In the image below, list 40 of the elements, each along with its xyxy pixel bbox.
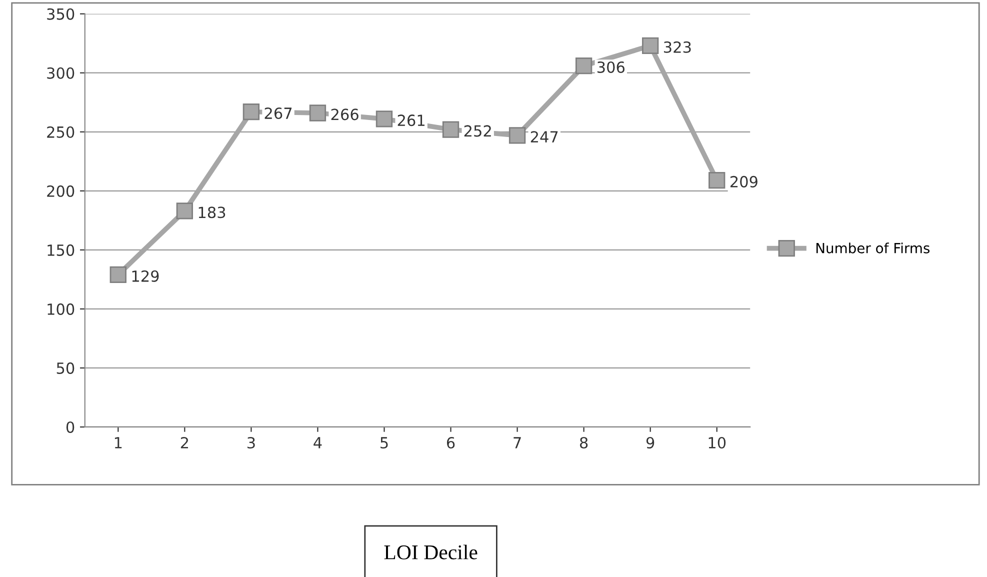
- point: [442, 121, 460, 138]
- data-label: 252: [464, 125, 491, 137]
- point: [508, 127, 526, 144]
- y-tick-label: 0: [66, 421, 74, 433]
- point: [309, 104, 326, 122]
- x-tick-label: 2: [180, 436, 188, 448]
- y-tick-label: 350: [47, 8, 74, 20]
- y-tick-label: 250: [47, 126, 74, 138]
- y-tick-label: 50: [56, 362, 74, 374]
- point: [376, 110, 393, 128]
- point: [708, 172, 726, 189]
- x-tick-label: 5: [380, 437, 388, 449]
- x-tick-label: 4: [314, 437, 322, 448]
- legend-label: Number of Firms: [816, 242, 930, 254]
- x-tick-label: 10: [708, 436, 726, 449]
- x-tick-label: 3: [247, 436, 255, 449]
- x-tick-label: 8: [580, 436, 588, 449]
- data-label: 183: [198, 206, 226, 218]
- y-tick-label: 100: [48, 303, 74, 315]
- data-label: 267: [264, 107, 292, 120]
- data-label: 306: [597, 61, 625, 73]
- data-label: 209: [730, 176, 758, 188]
- point: [642, 37, 659, 54]
- data-label: 247: [530, 131, 558, 142]
- y-tick-label: 300: [47, 67, 74, 79]
- x-axis-title: LOI Decile: [384, 544, 478, 560]
- x-tick-label: 1: [114, 437, 122, 448]
- point: [242, 103, 260, 120]
- data-label: 266: [331, 108, 358, 120]
- x-tick-label: 9: [646, 436, 654, 449]
- data-label: 261: [398, 114, 424, 126]
- point: [110, 266, 126, 284]
- point: [575, 57, 592, 74]
- x-tick-label: 6: [446, 436, 455, 449]
- data-label: 323: [664, 41, 691, 53]
- x-tick-label: 7: [514, 437, 521, 448]
- point: [176, 202, 193, 220]
- data-label: 129: [132, 270, 159, 282]
- y-tick-label: 150: [48, 244, 74, 256]
- y-tick-label: 200: [47, 185, 74, 197]
